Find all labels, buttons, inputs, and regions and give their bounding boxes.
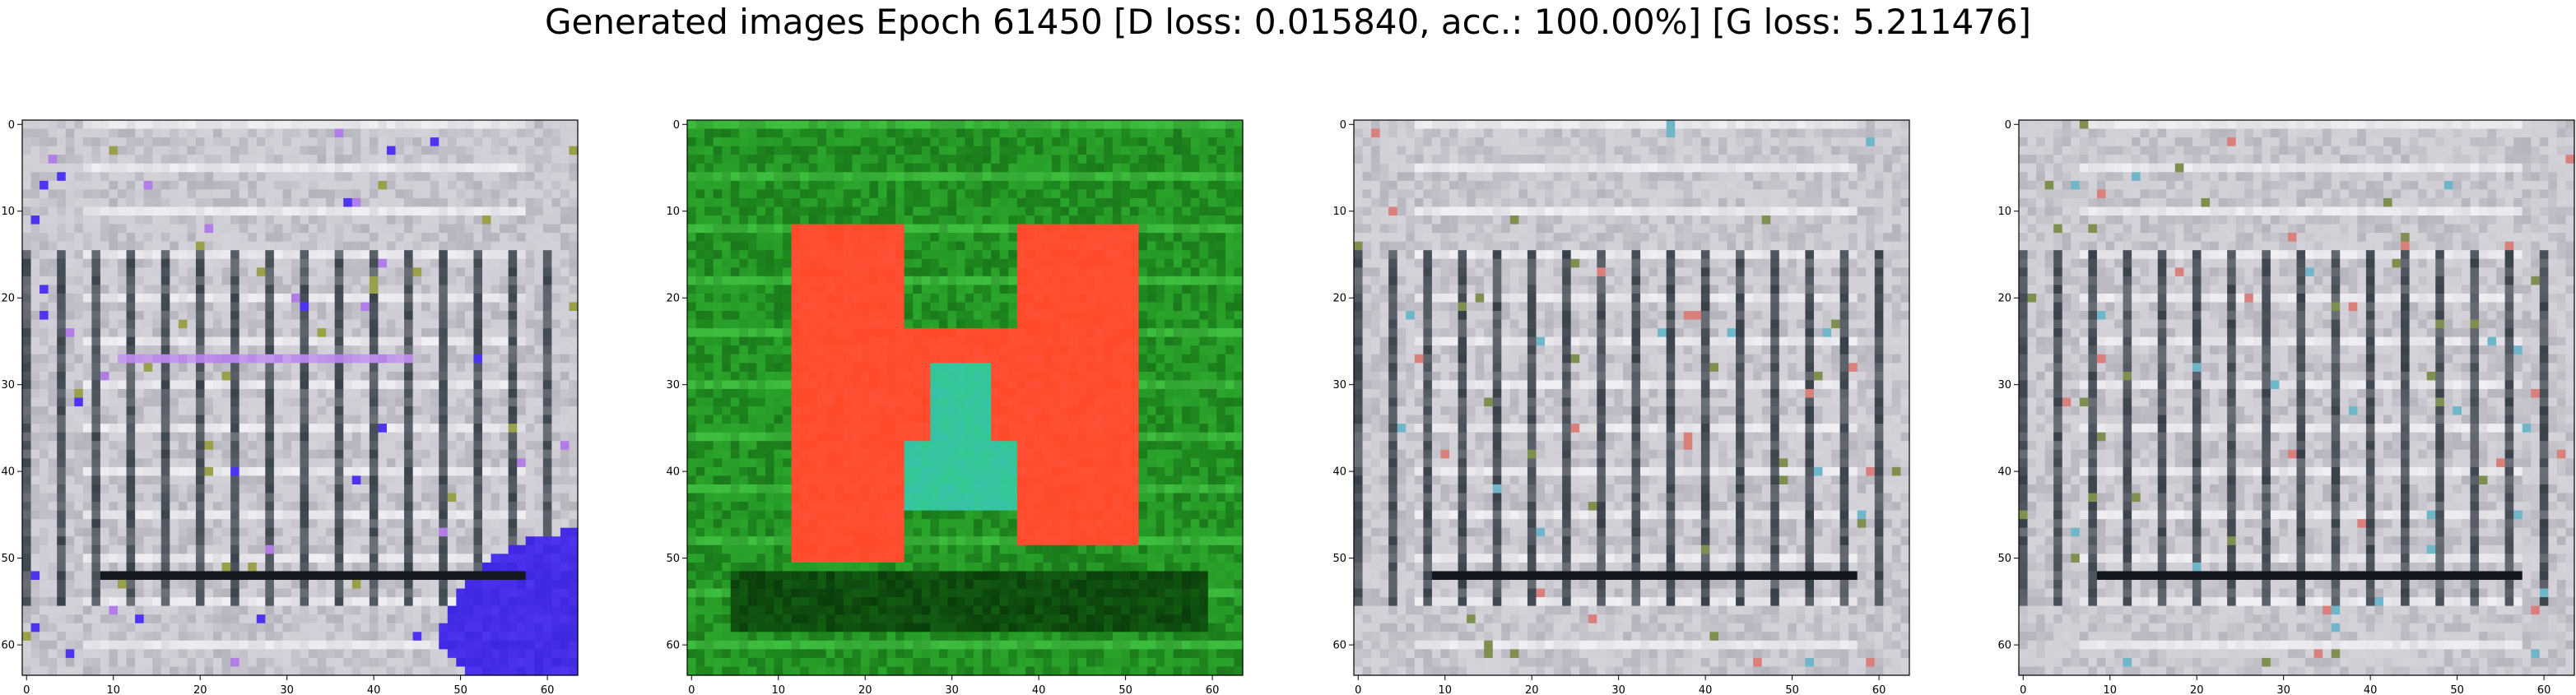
x-tick-label: 40 [1699, 684, 1713, 695]
y-tick-label: 60 [1332, 640, 1346, 652]
x-tick-label: 60 [541, 684, 555, 695]
x-tick-label: 10 [771, 684, 785, 695]
generated-image [687, 120, 1244, 676]
x-tick-label: 10 [106, 684, 120, 695]
y-tick-label: 30 [1332, 379, 1346, 392]
x-tick-label: 0 [23, 684, 30, 695]
y-tick-label: 10 [1332, 206, 1346, 218]
x-tick-label: 30 [2276, 684, 2290, 695]
x-tick-label: 50 [453, 684, 467, 695]
y-tick-label: 30 [1, 379, 15, 392]
x-tick-label: 50 [1785, 684, 1799, 695]
y-tick-label: 10 [1, 206, 15, 218]
y-tick-label: 20 [1997, 293, 2011, 305]
y-tick-label: 40 [1332, 466, 1346, 479]
x-tick-label: 60 [2537, 684, 2551, 695]
y-tick-label: 50 [1997, 553, 2011, 565]
x-tick-label: 0 [688, 684, 695, 695]
y-tick-label: 60 [666, 640, 680, 652]
x-tick-label: 40 [367, 684, 381, 695]
y-tick-label: 60 [1997, 640, 2011, 652]
y-tick-label: 30 [666, 379, 680, 392]
y-tick-label: 40 [1997, 466, 2011, 479]
image-frame [21, 119, 579, 676]
x-tick-label: 0 [2020, 684, 2026, 695]
image-frame [686, 119, 1244, 676]
generated-image [2019, 120, 2575, 676]
y-tick-label: 60 [1, 640, 15, 652]
y-tick-label: 40 [1, 466, 15, 479]
x-tick-label: 60 [1872, 684, 1886, 695]
y-tick-label: 40 [666, 466, 680, 479]
x-tick-label: 20 [858, 684, 872, 695]
y-tick-label: 0 [1340, 119, 1346, 132]
y-tick-label: 30 [1997, 379, 2011, 392]
y-tick-label: 50 [666, 553, 680, 565]
y-tick-label: 50 [1332, 553, 1346, 565]
x-tick-label: 50 [2450, 684, 2464, 695]
x-tick-label: 30 [280, 684, 294, 695]
y-tick-label: 10 [666, 206, 680, 218]
x-tick-label: 10 [2103, 684, 2117, 695]
y-tick-label: 0 [673, 119, 680, 132]
x-tick-label: 20 [1525, 684, 1539, 695]
y-tick-label: 10 [1997, 206, 2011, 218]
image-frame [1353, 119, 1910, 676]
x-tick-label: 60 [1206, 684, 1220, 695]
x-tick-label: 50 [1118, 684, 1132, 695]
x-tick-label: 20 [2190, 684, 2204, 695]
y-tick-label: 0 [2005, 119, 2011, 132]
x-tick-label: 20 [193, 684, 207, 695]
figure-title: Generated images Epoch 61450 [D loss: 0.… [544, 2, 2032, 42]
image-frame [2018, 119, 2575, 676]
x-tick-label: 30 [945, 684, 959, 695]
x-tick-label: 40 [2364, 684, 2378, 695]
x-tick-label: 30 [1611, 684, 1625, 695]
y-tick-label: 20 [1, 293, 15, 305]
generated-image [22, 120, 579, 676]
y-tick-label: 20 [666, 293, 680, 305]
x-tick-label: 40 [1032, 684, 1046, 695]
y-tick-label: 20 [1332, 293, 1346, 305]
y-tick-label: 0 [8, 119, 15, 132]
generated-image [1354, 120, 1910, 676]
x-tick-label: 10 [1438, 684, 1452, 695]
x-tick-label: 0 [1355, 684, 1361, 695]
y-tick-label: 50 [1, 553, 15, 565]
